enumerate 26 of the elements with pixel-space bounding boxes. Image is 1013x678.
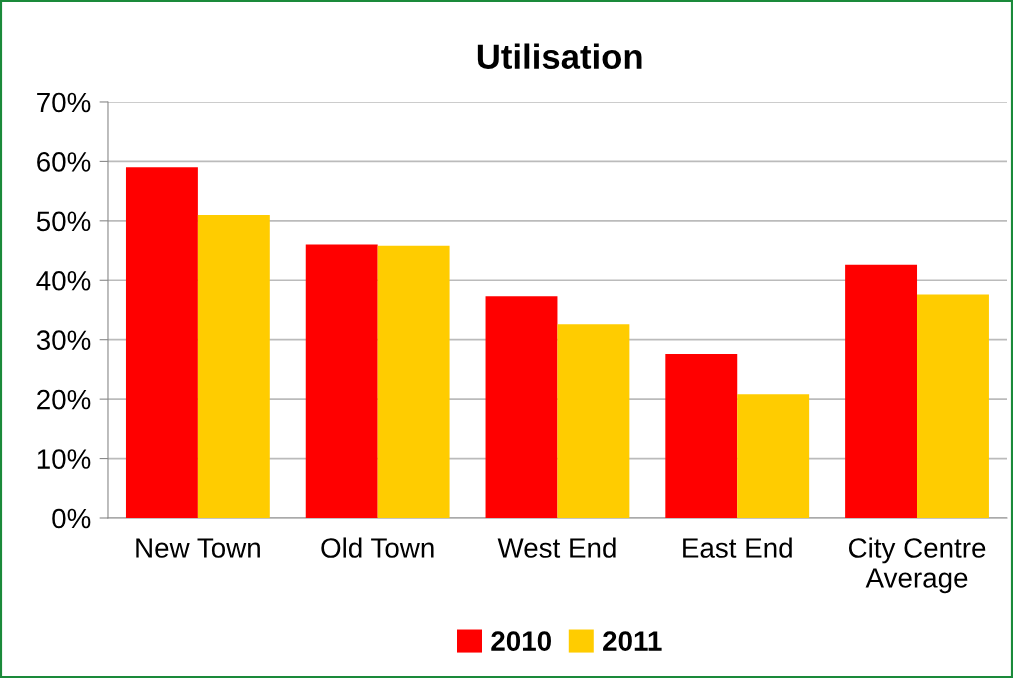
x-tick-label: West End <box>497 537 616 558</box>
bar <box>125 167 198 518</box>
legend-label: 2010 <box>491 631 551 651</box>
bar <box>197 214 270 518</box>
bar <box>665 353 738 518</box>
bar <box>485 296 558 518</box>
y-tick-label: 70% <box>37 92 91 113</box>
bar <box>737 394 810 518</box>
bar <box>305 244 378 518</box>
chart-title: Utilisation <box>477 43 642 69</box>
y-tick-label: 0% <box>52 508 91 529</box>
x-tick-label: East End <box>683 537 792 558</box>
y-tick-label: 10% <box>37 449 91 469</box>
x-tick-label: Old Town <box>321 537 434 558</box>
y-tick-label: 40% <box>36 270 91 291</box>
bar <box>557 324 630 518</box>
y-tick-label: 20% <box>37 389 91 410</box>
y-tick-label: 50% <box>36 211 91 232</box>
y-tick-label: 60% <box>37 152 91 172</box>
legend-label: 2011 <box>603 631 662 651</box>
bar <box>917 294 989 518</box>
y-tick-label: 30% <box>36 330 91 351</box>
bar <box>845 264 918 518</box>
bar <box>377 245 450 518</box>
x-tick-label: New Town <box>136 538 260 558</box>
x-tick-label: City Centre Average <box>848 537 986 594</box>
